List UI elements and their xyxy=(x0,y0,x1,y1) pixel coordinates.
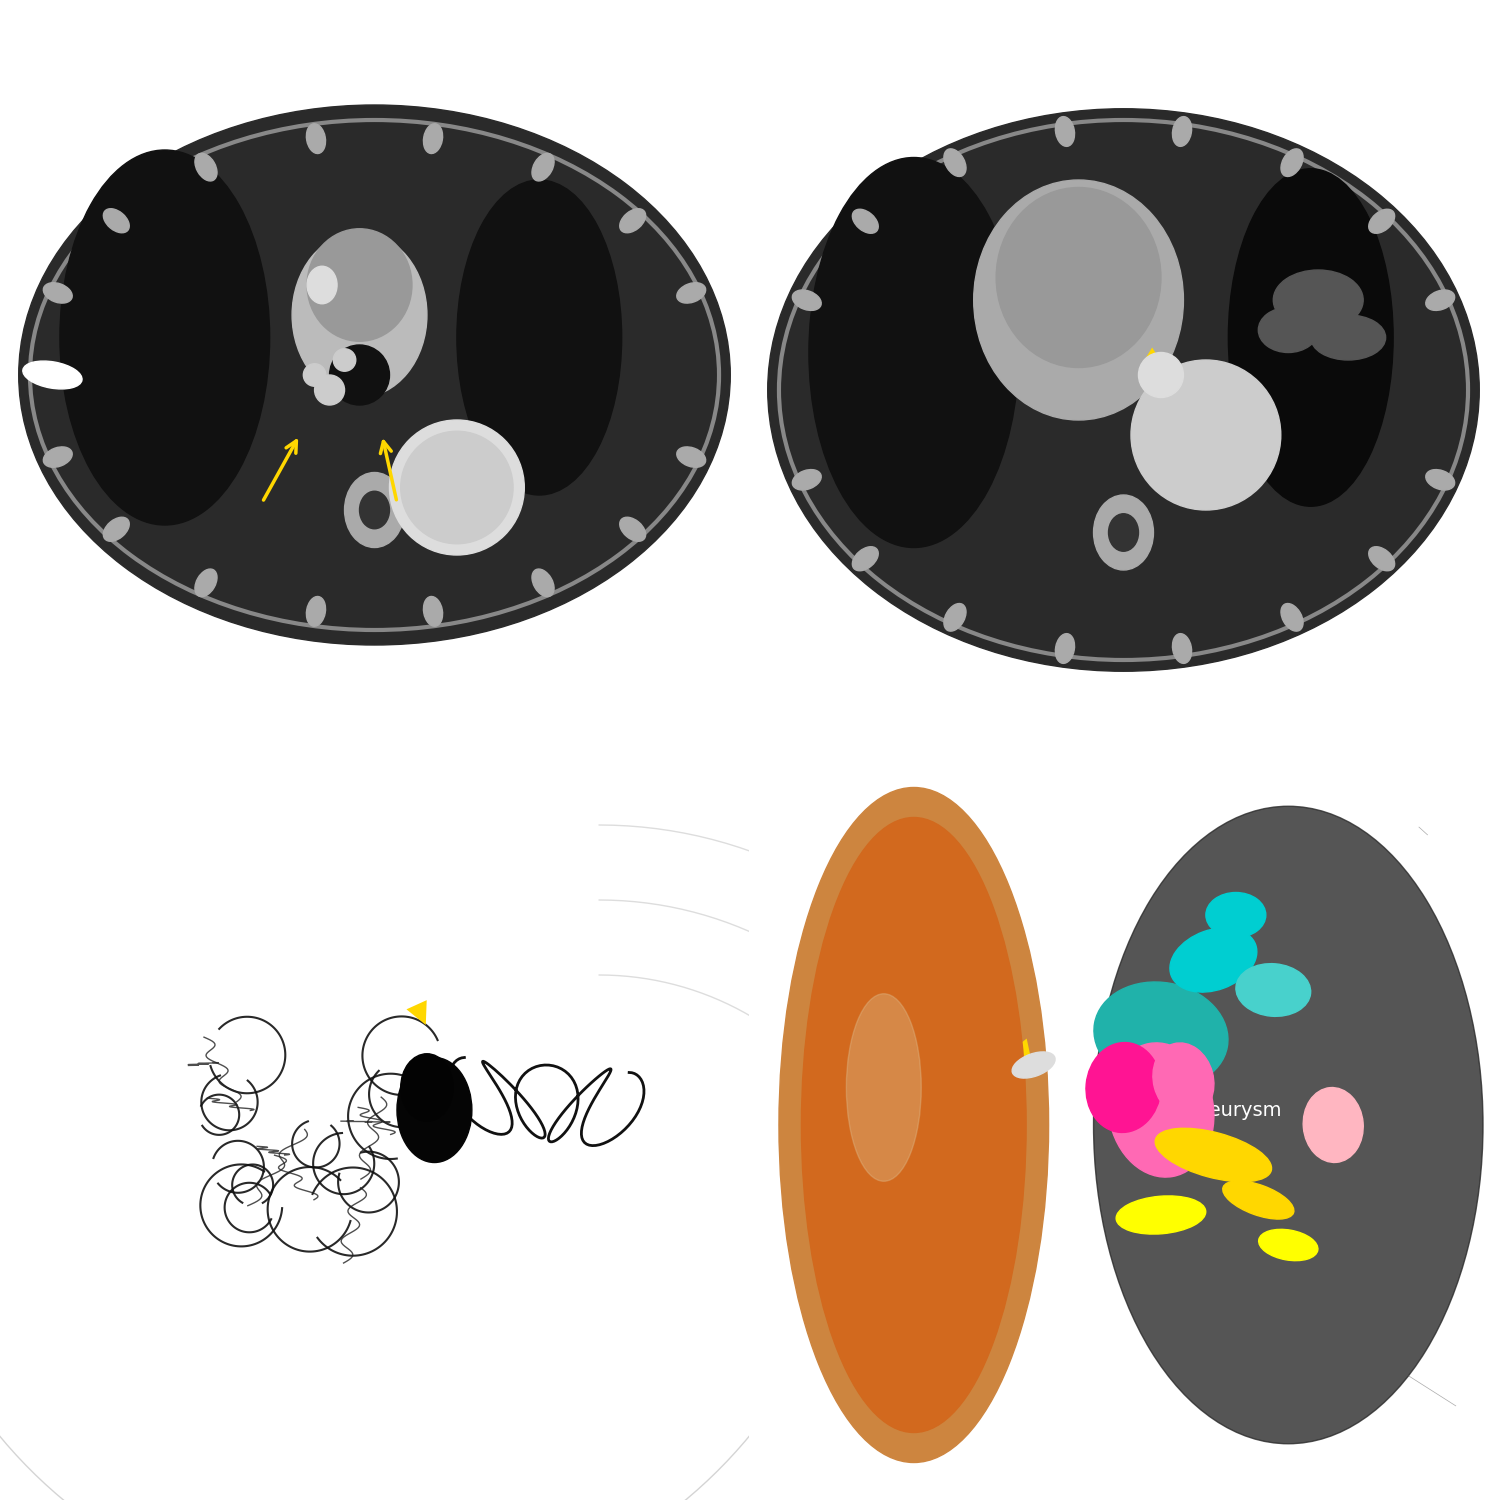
Ellipse shape xyxy=(1094,495,1153,570)
Ellipse shape xyxy=(1173,633,1191,663)
Ellipse shape xyxy=(996,188,1161,368)
Ellipse shape xyxy=(195,153,217,182)
Circle shape xyxy=(303,364,327,387)
Circle shape xyxy=(400,432,512,544)
Ellipse shape xyxy=(19,105,731,645)
Ellipse shape xyxy=(974,180,1183,420)
Circle shape xyxy=(389,420,524,555)
Ellipse shape xyxy=(1116,1196,1206,1234)
Ellipse shape xyxy=(1109,1042,1213,1178)
Ellipse shape xyxy=(397,1058,472,1162)
Ellipse shape xyxy=(1155,1128,1272,1182)
Ellipse shape xyxy=(1228,170,1393,507)
Ellipse shape xyxy=(792,290,821,310)
Ellipse shape xyxy=(852,209,878,234)
Ellipse shape xyxy=(292,232,427,398)
Ellipse shape xyxy=(360,492,389,530)
Ellipse shape xyxy=(779,788,1049,1462)
Circle shape xyxy=(315,375,345,405)
Ellipse shape xyxy=(1426,290,1455,310)
Text: Aneurysm: Aneurysm xyxy=(1183,1101,1282,1119)
Ellipse shape xyxy=(1273,270,1363,330)
Ellipse shape xyxy=(532,153,554,182)
Ellipse shape xyxy=(22,362,82,388)
Ellipse shape xyxy=(1109,513,1138,552)
Ellipse shape xyxy=(792,470,821,490)
Ellipse shape xyxy=(1170,928,1257,992)
Ellipse shape xyxy=(1094,982,1228,1088)
Text: d: d xyxy=(786,795,822,843)
Ellipse shape xyxy=(944,603,966,632)
Ellipse shape xyxy=(1258,308,1318,352)
Ellipse shape xyxy=(1258,1230,1318,1260)
Ellipse shape xyxy=(103,209,129,232)
Circle shape xyxy=(1138,352,1183,398)
Ellipse shape xyxy=(809,158,1019,548)
Text: b: b xyxy=(786,45,822,93)
Ellipse shape xyxy=(1086,1042,1161,1132)
Ellipse shape xyxy=(1426,470,1455,490)
Ellipse shape xyxy=(60,150,270,525)
Ellipse shape xyxy=(103,518,129,542)
Ellipse shape xyxy=(1222,1180,1294,1219)
Ellipse shape xyxy=(307,267,337,303)
Ellipse shape xyxy=(400,1053,452,1122)
Ellipse shape xyxy=(677,447,706,468)
Ellipse shape xyxy=(801,818,1026,1432)
Ellipse shape xyxy=(1369,209,1395,234)
Ellipse shape xyxy=(1206,892,1266,938)
Ellipse shape xyxy=(424,124,442,153)
Ellipse shape xyxy=(1281,603,1303,632)
Ellipse shape xyxy=(677,282,706,303)
Ellipse shape xyxy=(345,472,404,548)
Text: c: c xyxy=(37,795,67,843)
Ellipse shape xyxy=(307,124,325,153)
Ellipse shape xyxy=(1013,1052,1055,1078)
Ellipse shape xyxy=(307,597,325,626)
Ellipse shape xyxy=(457,180,622,495)
Text: a: a xyxy=(37,45,72,93)
Ellipse shape xyxy=(43,282,72,303)
Circle shape xyxy=(333,350,357,372)
Ellipse shape xyxy=(1056,117,1074,147)
Ellipse shape xyxy=(532,568,554,597)
Ellipse shape xyxy=(944,148,966,177)
Ellipse shape xyxy=(195,568,217,597)
Circle shape xyxy=(330,345,389,405)
Ellipse shape xyxy=(307,230,412,342)
Ellipse shape xyxy=(1153,1042,1213,1118)
Circle shape xyxy=(1131,360,1281,510)
Ellipse shape xyxy=(1369,546,1395,572)
Ellipse shape xyxy=(852,546,878,572)
Ellipse shape xyxy=(1303,1088,1363,1162)
Ellipse shape xyxy=(1056,633,1074,663)
Ellipse shape xyxy=(620,518,646,542)
Ellipse shape xyxy=(846,993,921,1182)
Ellipse shape xyxy=(1281,148,1303,177)
Ellipse shape xyxy=(767,110,1480,672)
Ellipse shape xyxy=(620,209,646,232)
Ellipse shape xyxy=(1094,807,1483,1443)
Ellipse shape xyxy=(1173,117,1191,147)
Ellipse shape xyxy=(424,597,442,626)
Ellipse shape xyxy=(43,447,72,468)
Ellipse shape xyxy=(1311,315,1386,360)
Ellipse shape xyxy=(1236,963,1311,1017)
